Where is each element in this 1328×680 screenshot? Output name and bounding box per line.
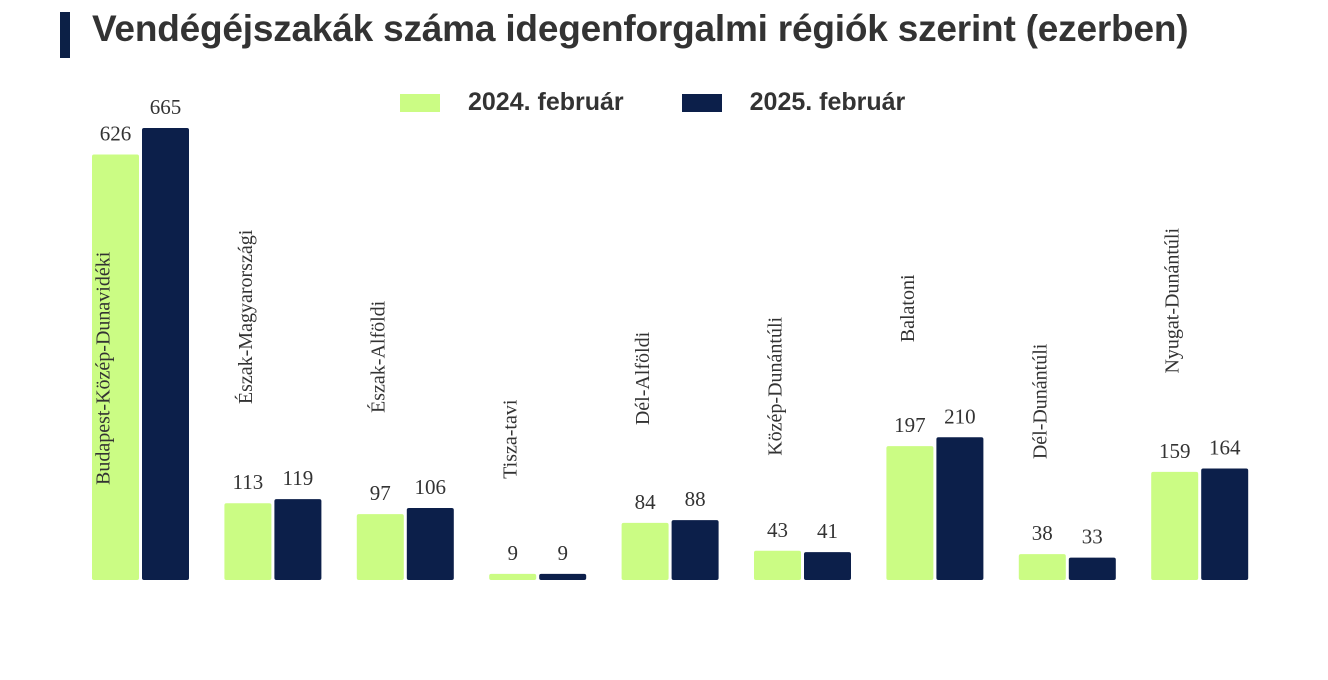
value-label-2024-1: 113 — [233, 470, 264, 494]
category-label-7: Dél-Dunántúli — [1029, 343, 1051, 459]
value-label-2025-1: 119 — [283, 466, 314, 490]
bar-2025-4 — [671, 520, 719, 580]
legend: 2024. február 2025. február — [400, 88, 963, 117]
legend-item-2025: 2025. február — [681, 88, 906, 117]
value-label-2025-6: 210 — [944, 404, 976, 428]
bar-2025-6 — [936, 437, 984, 580]
bar-2025-8 — [1201, 468, 1249, 580]
value-label-2024-3: 9 — [507, 541, 518, 565]
category-label-6: Balatoni — [897, 274, 919, 342]
value-label-2024-6: 197 — [894, 413, 926, 437]
bar-2024-6 — [886, 446, 934, 580]
legend-label-2025: 2025. február — [749, 88, 906, 116]
value-label-2025-4: 88 — [685, 487, 706, 511]
category-label-2: Észak-Alföldi — [366, 300, 389, 413]
value-label-2024-2: 97 — [370, 481, 391, 505]
legend-label-2024: 2024. február — [468, 88, 624, 116]
value-label-2025-7: 33 — [1082, 525, 1103, 549]
bar-2024-0 — [92, 154, 139, 580]
bar-2025-0 — [142, 128, 189, 580]
bar-2024-7 — [1018, 554, 1066, 580]
bar-2024-8 — [1151, 471, 1199, 580]
value-label-2025-3: 9 — [557, 541, 568, 565]
category-label-3: Tisza-tavi — [500, 399, 522, 479]
value-label-2025-5: 41 — [817, 519, 838, 543]
value-label-2024-0: 626 — [100, 122, 132, 146]
bar-2024-2 — [356, 514, 404, 580]
bar-2024-3 — [489, 573, 537, 580]
value-label-2025-0: 665 — [150, 95, 182, 119]
value-label-2025-2: 106 — [415, 475, 447, 499]
value-label-2024-5: 43 — [767, 518, 788, 542]
bar-2025-5 — [804, 552, 851, 580]
bar-2025-7 — [1068, 557, 1116, 580]
category-label-4: Dél-Alföldi — [632, 331, 654, 425]
value-label-2024-4: 84 — [635, 490, 657, 514]
category-label-1: Észak-Magyarországi — [234, 229, 257, 404]
chart-title: Vendégéjszakák száma idegenforgalmi régi… — [92, 8, 1189, 49]
category-label-8: Nyugat-Dunántúli — [1162, 228, 1184, 374]
bar-2024-5 — [754, 550, 801, 580]
legend-swatch-2025 — [681, 93, 722, 112]
bar-2025-1 — [274, 499, 322, 580]
legend-item-2024: 2024. február — [400, 88, 624, 117]
bar-2025-3 — [539, 573, 587, 580]
bar-2025-2 — [406, 507, 454, 580]
bar-2024-4 — [621, 522, 669, 580]
bar-2024-1 — [224, 503, 272, 580]
title-accent-bar — [60, 12, 70, 58]
category-label-5: Közép-Dunántúli — [765, 316, 787, 455]
value-label-2024-8: 159 — [1159, 439, 1191, 463]
value-label-2025-8: 164 — [1209, 436, 1241, 460]
legend-swatch-2024 — [400, 93, 440, 112]
category-label-0: Budapest-Közép-Dunavidéki — [93, 251, 115, 485]
value-label-2024-7: 38 — [1032, 521, 1053, 545]
